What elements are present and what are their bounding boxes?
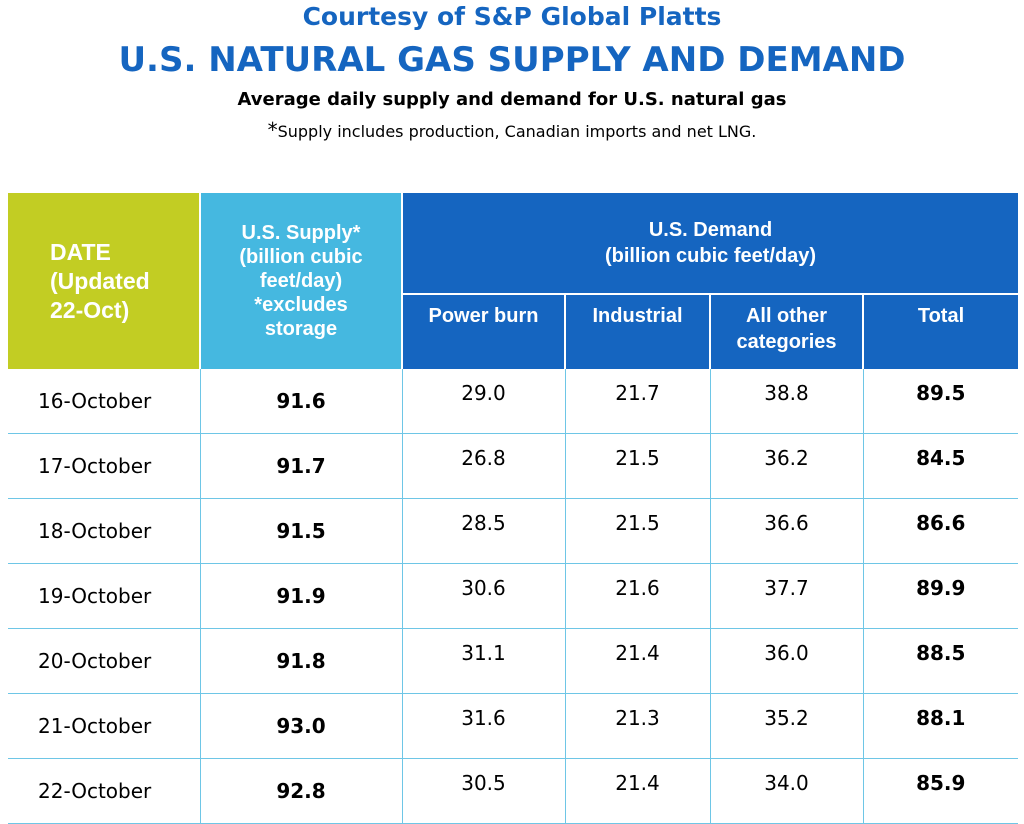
demand-header-line2: (billion cubic feet/day) [604, 245, 817, 267]
table-row: 16-October 91.6 29.0 21.7 38.8 89.5 [8, 369, 1019, 434]
industrial-cell: 21.3 [565, 693, 711, 759]
other-column-header: All other categories [710, 294, 864, 369]
table-row: 20-October 91.8 31.1 21.4 36.0 88.5 [8, 628, 1019, 694]
total-cell: 89.5 [863, 369, 1019, 434]
total-cell: 88.5 [863, 628, 1019, 694]
power-burn-cell: 30.6 [402, 563, 566, 629]
table-row: 18-October 91.5 28.5 21.5 36.6 86.6 [8, 498, 1019, 564]
date-cell: 19-October [8, 563, 201, 629]
power-burn-cell: 30.5 [402, 758, 566, 824]
other-cell: 34.0 [710, 758, 864, 824]
other-cell: 36.0 [710, 628, 864, 694]
power-burn-cell: 26.8 [402, 433, 566, 499]
power-burn-cell: 31.6 [402, 693, 566, 759]
industrial-cell: 21.4 [565, 758, 711, 824]
table-row: 17-October 91.7 26.8 21.5 36.2 84.5 [8, 433, 1019, 499]
total-column-header: Total [863, 294, 1019, 369]
supply-cell: 92.8 [200, 758, 403, 824]
supply-header-line5: storage [264, 318, 338, 340]
supply-header-line3: feet/day) [259, 270, 343, 292]
power-burn-column-header: Power burn [402, 294, 566, 369]
other-header-line1: All other [745, 305, 828, 327]
power-burn-cell: 31.1 [402, 628, 566, 694]
supply-header-line2: (billion cubic [239, 246, 363, 268]
other-header-line2: categories [736, 331, 837, 353]
date-header-line1: DATE [50, 238, 111, 265]
total-cell: 88.1 [863, 693, 1019, 759]
page-title: U.S. NATURAL GAS SUPPLY AND DEMAND [118, 40, 906, 80]
courtesy-line: Courtesy of S&P Global Platts [302, 2, 722, 31]
supply-cell: 91.8 [200, 628, 403, 694]
supply-cell: 91.7 [200, 433, 403, 499]
supply-column-header: U.S. Supply* (billion cubic feet/day) *e… [200, 193, 403, 369]
industrial-cell: 21.5 [565, 498, 711, 564]
supply-note: *Supply includes production, Canadian im… [0, 118, 1024, 144]
table-body: 16-October 91.6 29.0 21.7 38.8 89.5 17-O… [8, 369, 1019, 824]
industrial-cell: 21.6 [565, 563, 711, 629]
date-cell: 21-October [8, 693, 201, 759]
note-asterisk: * [267, 118, 278, 142]
date-header-line3: 22-Oct) [50, 296, 130, 323]
note-text: Supply includes production, Canadian imp… [277, 122, 757, 141]
table-row: 22-October 92.8 30.5 21.4 34.0 85.9 [8, 758, 1019, 824]
other-cell: 38.8 [710, 369, 864, 434]
page-subtitle: Average daily supply and demand for U.S.… [237, 89, 787, 110]
demand-header-line1: U.S. Demand [648, 219, 773, 241]
date-cell: 18-October [8, 498, 201, 564]
date-column-header: DATE (Updated 22-Oct) [8, 193, 201, 369]
other-cell: 36.6 [710, 498, 864, 564]
supply-cell: 91.9 [200, 563, 403, 629]
other-cell: 37.7 [710, 563, 864, 629]
power-burn-cell: 28.5 [402, 498, 566, 564]
industrial-cell: 21.4 [565, 628, 711, 694]
supply-cell: 91.6 [200, 369, 403, 434]
total-cell: 89.9 [863, 563, 1019, 629]
date-cell: 17-October [8, 433, 201, 499]
total-cell: 86.6 [863, 498, 1019, 564]
date-header-line2: (Updated [50, 267, 150, 294]
date-cell: 16-October [8, 369, 201, 434]
industrial-column-header: Industrial [565, 294, 711, 369]
date-cell: 20-October [8, 628, 201, 694]
industrial-cell: 21.5 [565, 433, 711, 499]
supply-cell: 93.0 [200, 693, 403, 759]
supply-demand-table: DATE (Updated 22-Oct) U.S. Supply* (bill… [8, 193, 1019, 824]
supply-cell: 91.5 [200, 498, 403, 564]
demand-group-header: U.S. Demand (billion cubic feet/day) [402, 193, 1019, 295]
power-burn-cell: 29.0 [402, 369, 566, 434]
other-cell: 35.2 [710, 693, 864, 759]
other-cell: 36.2 [710, 433, 864, 499]
industrial-cell: 21.7 [565, 369, 711, 434]
date-cell: 22-October [8, 758, 201, 824]
supply-header-line1: U.S. Supply* [241, 222, 361, 244]
total-cell: 84.5 [863, 433, 1019, 499]
table-row: 21-October 93.0 31.6 21.3 35.2 88.1 [8, 693, 1019, 759]
supply-header-line4: *excludes [254, 294, 348, 316]
table-row: 19-October 91.9 30.6 21.6 37.7 89.9 [8, 563, 1019, 629]
total-cell: 85.9 [863, 758, 1019, 824]
